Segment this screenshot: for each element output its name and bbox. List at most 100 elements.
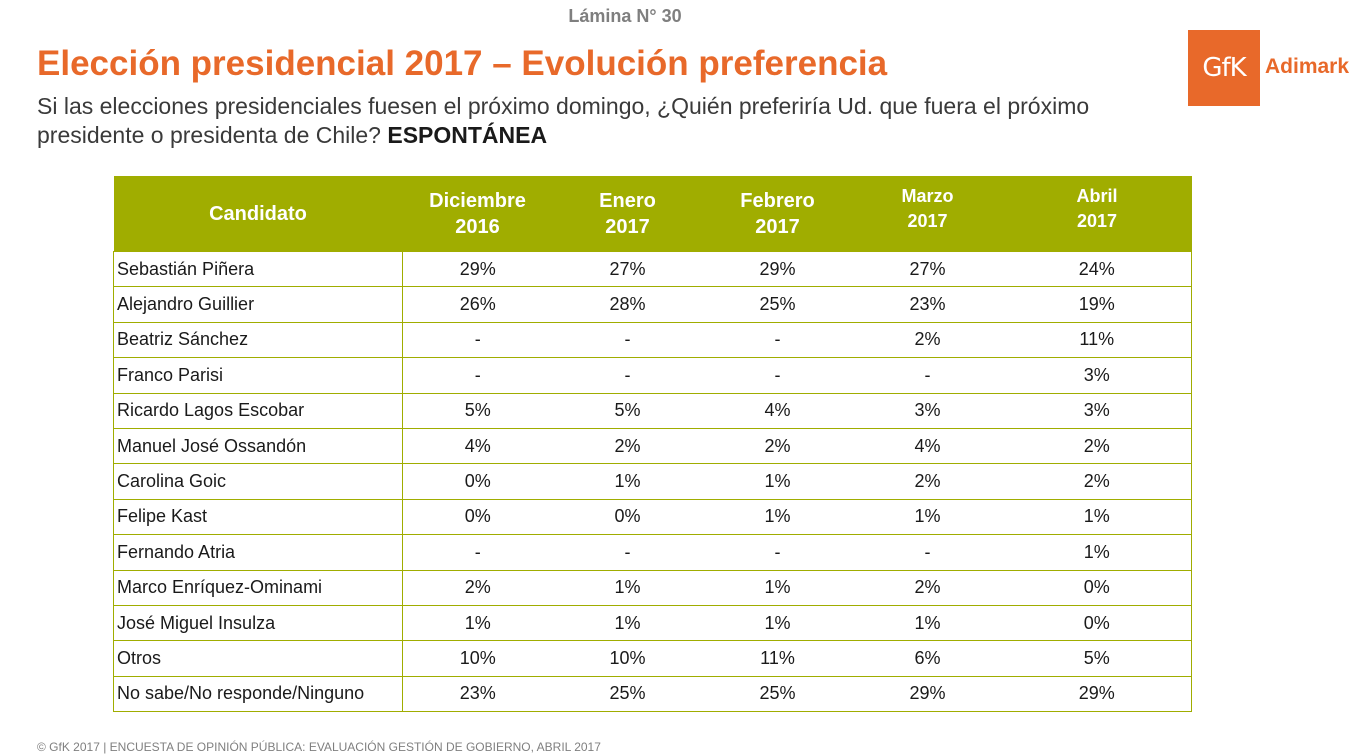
value-cell: 24%: [1002, 250, 1192, 288]
footer-copyright: © GfK 2017 | ENCUESTA DE OPINIÓN PÚBLICA…: [37, 740, 601, 754]
candidate-name: Otros: [113, 640, 403, 677]
value-cell: -: [402, 321, 553, 359]
value-cell: 23%: [852, 286, 1003, 323]
value-cell: 0%: [552, 498, 703, 536]
table-row: Fernando Atria - - - - 1%: [113, 534, 1192, 571]
value-cell: -: [402, 534, 553, 571]
slide-number: Lámina N° 30: [568, 6, 682, 26]
header-year: 2017: [755, 215, 800, 238]
value-cell: 1%: [552, 569, 703, 606]
value-cell: 27%: [552, 250, 703, 288]
table-body: Sebastián Piñera 29% 27% 29% 27% 24% Ale…: [113, 250, 1192, 713]
value-cell: 3%: [852, 392, 1003, 429]
value-cell: 3%: [1002, 392, 1192, 429]
value-cell: 1%: [852, 604, 1003, 642]
subtitle-question: Si las elecciones presidenciales fuesen …: [37, 93, 1090, 148]
table-row: Otros 10% 10% 11% 6% 5%: [113, 640, 1192, 677]
header-month: Enero: [599, 189, 656, 212]
header-year: 2017: [907, 211, 948, 231]
table-row: No sabe/No responde/Ninguno 23% 25% 25% …: [113, 675, 1192, 713]
table-row: Franco Parisi - - - - 3%: [113, 357, 1192, 394]
value-cell: -: [852, 534, 1003, 571]
value-cell: -: [702, 534, 853, 571]
value-cell: 6%: [852, 640, 1003, 677]
value-cell: 1%: [702, 498, 853, 536]
table-row: José Miguel Insulza 1% 1% 1% 1% 0%: [113, 604, 1192, 642]
header-year: 2016: [455, 215, 500, 238]
preference-table: Candidato Diciembre 2016 Enero 2017 Febrer…: [113, 176, 1192, 713]
value-cell: -: [552, 321, 703, 359]
value-cell: 1%: [852, 498, 1003, 536]
candidate-name: No sabe/No responde/Ninguno: [113, 675, 403, 713]
value-cell: 4%: [702, 392, 853, 429]
candidate-name: Carolina Goic: [113, 463, 403, 500]
table-row: Marco Enríquez-Ominami 2% 1% 1% 2% 0%: [113, 569, 1192, 606]
value-cell: 25%: [552, 675, 703, 713]
candidate-name: Marco Enríquez-Ominami: [113, 569, 403, 606]
value-cell: 11%: [702, 640, 853, 677]
table-row: Beatriz Sánchez - - - 2% 11%: [113, 321, 1192, 359]
value-cell: 5%: [552, 392, 703, 429]
header-dic-2016: Diciembre 2016: [402, 176, 553, 252]
value-cell: 2%: [852, 463, 1003, 500]
value-cell: 29%: [1002, 675, 1192, 713]
value-cell: -: [552, 534, 703, 571]
value-cell: 29%: [702, 250, 853, 288]
header-year: 2017: [605, 215, 650, 238]
candidate-name: José Miguel Insulza: [113, 604, 403, 642]
adimark-logo-text: Adimark: [1265, 55, 1350, 78]
value-cell: 2%: [402, 569, 553, 606]
header-feb-2017: Febrero 2017: [702, 176, 853, 252]
value-cell: 1%: [1002, 534, 1192, 571]
value-cell: 29%: [402, 250, 553, 288]
value-cell: 2%: [552, 427, 703, 465]
value-cell: 1%: [702, 604, 853, 642]
value-cell: 25%: [702, 286, 853, 323]
value-cell: 1%: [702, 463, 853, 500]
value-cell: 26%: [402, 286, 553, 323]
value-cell: 3%: [1002, 357, 1192, 394]
value-cell: 19%: [1002, 286, 1192, 323]
header-mar-2017: Marzo 2017: [852, 176, 1003, 252]
value-cell: 23%: [402, 675, 553, 713]
value-cell: 27%: [852, 250, 1003, 288]
value-cell: -: [552, 357, 703, 394]
value-cell: 2%: [702, 427, 853, 465]
value-cell: 1%: [702, 569, 853, 606]
value-cell: 2%: [1002, 463, 1192, 500]
header-month: Abril: [1076, 186, 1118, 206]
gfk-adimark-logo: GfK Adimark: [1188, 30, 1350, 106]
header-month: Febrero: [740, 189, 815, 212]
header-abr-2017: Abril 2017: [1002, 176, 1192, 252]
page-subtitle: Si las elecciones presidenciales fuesen …: [37, 92, 1167, 150]
header-year: 2017: [1076, 211, 1118, 231]
candidate-name: Sebastián Piñera: [113, 250, 403, 288]
value-cell: 1%: [552, 463, 703, 500]
value-cell: 11%: [1002, 321, 1192, 359]
gfk-logo-text: GfK: [1202, 53, 1246, 83]
value-cell: 0%: [402, 498, 553, 536]
candidate-name: Felipe Kast: [113, 498, 403, 536]
value-cell: 10%: [552, 640, 703, 677]
candidate-name: Beatriz Sánchez: [113, 321, 403, 359]
header-month: Diciembre: [429, 189, 526, 212]
value-cell: 5%: [402, 392, 553, 429]
gfk-logo-mark: GfK: [1188, 30, 1260, 106]
table-row: Manuel José Ossandón 4% 2% 2% 4% 2%: [113, 427, 1192, 465]
table-row: Sebastián Piñera 29% 27% 29% 27% 24%: [113, 250, 1192, 288]
table-row: Felipe Kast 0% 0% 1% 1% 1%: [113, 498, 1192, 536]
value-cell: 25%: [702, 675, 853, 713]
table-row: Carolina Goic 0% 1% 1% 2% 2%: [113, 463, 1192, 500]
value-cell: 1%: [1002, 498, 1192, 536]
header-candidate: Candidato: [113, 176, 403, 252]
value-cell: 28%: [552, 286, 703, 323]
value-cell: 0%: [1002, 604, 1192, 642]
value-cell: 1%: [402, 604, 553, 642]
subtitle-emphasis: ESPONTÁNEA: [387, 122, 548, 148]
header-ene-2017: Enero 2017: [552, 176, 703, 252]
page-title: Elección presidencial 2017 – Evolución p…: [37, 44, 888, 83]
table-header-row: Candidato Diciembre 2016 Enero 2017 Febrer…: [113, 176, 1192, 252]
value-cell: -: [852, 357, 1003, 394]
value-cell: 2%: [852, 569, 1003, 606]
header-month: Marzo: [901, 186, 954, 206]
